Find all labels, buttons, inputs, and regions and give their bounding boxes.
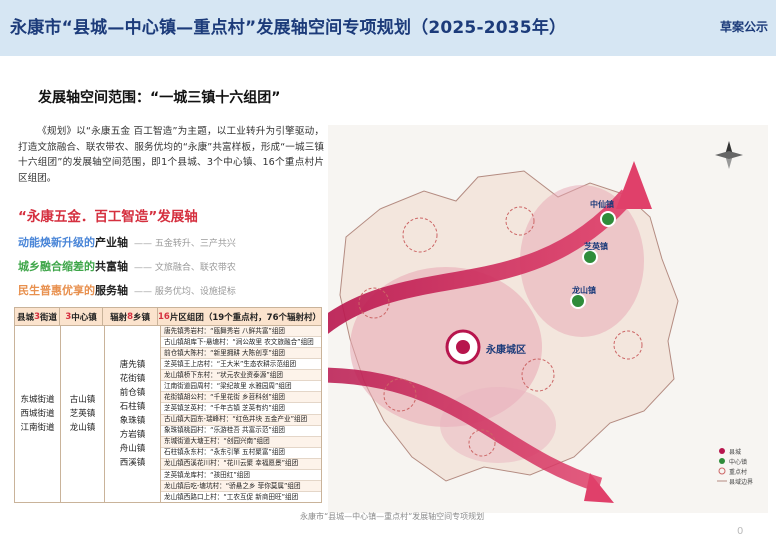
village-cluster	[402, 217, 438, 253]
page-header: 永康市“县城—中心镇—重点村”发展轴空间专项规划（2025-2035年） 草案公…	[0, 0, 776, 56]
draft-tag: 草案公示	[719, 20, 768, 34]
axis-line-common-prosperity: 城乡融合缩差的共富轴 —— 文旅融合、联农带农	[18, 258, 236, 274]
map-caption: 永康市“县城—中心镇—重点村”发展轴空间专项规划	[300, 512, 485, 521]
header-radiating-towns: 辐射 8 乡镇	[103, 308, 158, 325]
axis-title: “永康五金．百工智造”发展轴	[18, 209, 198, 225]
list-item: 西溪镇	[119, 458, 146, 468]
center-town-marker	[582, 249, 598, 265]
svg-text:重点村: 重点村	[729, 468, 747, 476]
axis-line-desc: —— 服务优均、设施提标	[134, 287, 236, 297]
list-item: 石柱镇	[119, 402, 146, 412]
svg-text:中心镇: 中心镇	[729, 458, 747, 466]
clusters-column: 唐先镇秀岩村：“瓯舞秀岩 八鲜共富”组团 古山镇胡库下-悬塘村：“涧公故里 农文…	[161, 326, 321, 502]
list-item: 龙山镇	[69, 423, 96, 433]
table-row: 象珠镇桃园村：“乐游桂吾 共富示范”组团	[161, 426, 321, 437]
cluster-table: 县城 3 街道 3 中心镇 辐射 8 乡镇 16 片区组团（19个重点村，76个辐射村） 东…	[14, 307, 322, 503]
list-item: 舟山镇	[119, 444, 146, 454]
axis-line-highlight: 民生普惠优享的	[18, 284, 95, 297]
list-item: 东城街道	[20, 395, 55, 405]
table-row: 龙山镇后吃-塘坑村：“骄悬之乡 菲你莫属”组团	[161, 480, 321, 492]
axis-line-name: 服务轴	[95, 284, 128, 297]
table-row: 前仓镇大陈村：“新里拥耕 大陈创享”组团	[161, 348, 321, 360]
table-row: 花街镇胡公村：“千里花街 乡苕科创”组团	[161, 392, 321, 404]
village-cluster	[383, 378, 417, 412]
header-county: 县城 3 街道	[15, 308, 61, 325]
center-towns-column: 古山镇 芝英镇 龙山镇	[61, 326, 105, 502]
town-label: 芝英镇	[584, 241, 608, 251]
village-cluster	[505, 206, 535, 236]
table-row: 江南街道园周村：“梁纪故里 水雅园周”组团	[161, 381, 321, 393]
table-row: 芝英镇龙库村：“孩田红”组团	[161, 470, 321, 481]
compass-icon	[715, 141, 743, 169]
table-row: 东城街道大塘王村：“创园兴南”组团	[161, 436, 321, 448]
table-row: 古山镇大园东-瑞峰村：“红色井块 五金产业”组团	[161, 414, 321, 426]
map-legend: 县城 中心镇 重点村 县域边界	[717, 448, 753, 486]
list-item: 象珠镇	[119, 416, 146, 426]
list-item: 唐先镇	[119, 360, 146, 370]
table-row: 龙山镇桥下东村：“状元农业资泰源”组团	[161, 370, 321, 382]
axis-line-highlight: 动能焕新升级的	[18, 236, 95, 249]
header-center-towns: 3 中心镇	[60, 308, 104, 325]
county-seat-dot	[456, 340, 470, 354]
table-row: 龙山镇西路口上村：“工农互促 新商田旺”组团	[164, 492, 299, 501]
village-cluster	[521, 358, 555, 392]
axis-line-service: 民生普惠优享的服务轴 —— 服务优均、设施提标	[18, 282, 236, 298]
list-item: 古山镇	[69, 395, 96, 405]
section-title: 发展轴空间范围：“一城三镇十六组团”	[38, 90, 281, 106]
svg-text:县城: 县城	[729, 449, 741, 456]
svg-text:县域边界: 县域边界	[729, 478, 753, 486]
village-cluster	[468, 429, 496, 457]
list-item: 江南街道	[20, 423, 55, 433]
page-title: 永康市“县城—中心镇—重点村”发展轴空间专项规划（2025-2035年）	[10, 18, 567, 38]
table-row: 芝英镇王上店村：“王大米”生态农耕示范组团	[161, 359, 321, 371]
list-item: 西城街道	[20, 409, 55, 419]
table-row: 石柱镇永东村：“永东引擎 五村聚富”组团	[161, 448, 321, 459]
list-item: 芝英镇	[69, 409, 96, 419]
development-axis-east	[328, 189, 635, 335]
village-cluster	[613, 330, 643, 360]
table-row: 龙山镇西溪花川村：“花川云聚 幸福愿景”组团	[161, 458, 321, 470]
development-axis-map: 永康城区 中仙镇 芝英镇 龙山镇 县城 中心镇 重点村 县域边界	[328, 125, 768, 513]
table-row: 古山镇胡库下-悬塘村：“涧公故里 农文旅融合”组团	[161, 337, 321, 349]
axis-line-industry: 动能焕新升级的产业轴 —— 五金转升、三产共兴	[18, 234, 236, 250]
axis-line-highlight: 城乡融合缩差的	[18, 260, 95, 273]
list-item: 花街镇	[119, 374, 146, 384]
axis-line-desc: —— 五金转升、三产共兴	[134, 239, 236, 249]
development-axis-south	[328, 367, 603, 493]
intro-paragraph: 《规划》以“永康五金 百工智造”为主题，以工业转升为引擎驱动，打造文旅融合、联农…	[18, 126, 324, 184]
axis-line-name: 产业轴	[95, 236, 128, 249]
list-item: 前仓镇	[119, 388, 146, 398]
center-town-marker	[570, 293, 586, 309]
page-number: 0	[737, 526, 744, 537]
axis-line-name: 共富轴	[95, 260, 128, 273]
header-clusters: 16 片区组团（19个重点村，76个辐射村）	[157, 311, 321, 323]
axis-arrow-north	[616, 161, 652, 209]
table-row: 唐先镇秀岩村：“瓯舞秀岩 八鲜共富”组团	[161, 326, 321, 338]
axis-line-desc: —— 文旅融合、联农带农	[134, 263, 236, 273]
village-cluster	[358, 287, 390, 319]
table-row: 芝英镇芝英村：“千年古镇 芝英有约”组团	[161, 403, 321, 415]
center-town-marker	[600, 211, 616, 227]
town-label: 龙山镇	[571, 285, 596, 295]
town-label: 中仙镇	[590, 199, 614, 209]
table-header: 县城 3 街道 3 中心镇 辐射 8 乡镇 16 片区组团（19个重点村，76个辐射村）	[15, 308, 321, 326]
streets-column: 东城街道 西城街道 江南街道	[15, 326, 61, 502]
city-label: 永康城区	[485, 343, 526, 356]
list-item: 方岩镇	[119, 430, 146, 440]
axis-arrow-south	[584, 473, 614, 503]
radiating-towns-column: 唐先镇 花街镇 前仓镇 石柱镇 象珠镇 方岩镇 舟山镇 西溪镇	[105, 326, 161, 502]
